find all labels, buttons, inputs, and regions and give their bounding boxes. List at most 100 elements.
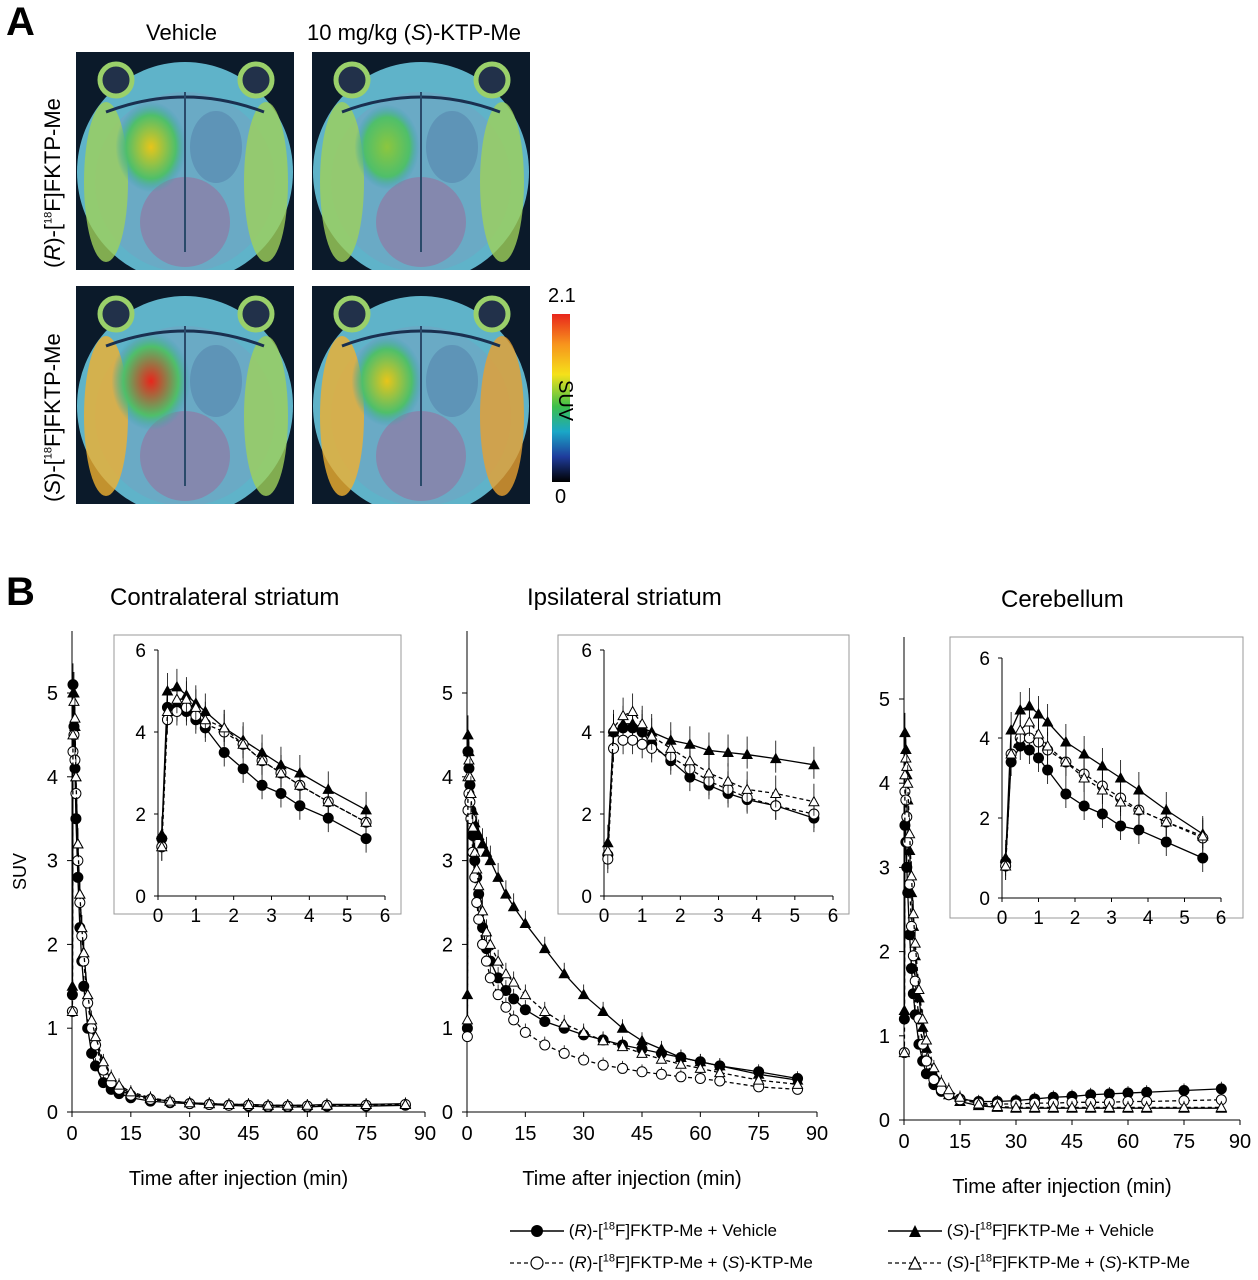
pet-image-s-vehicle xyxy=(76,286,294,504)
inset-x-tick-label: 0 xyxy=(599,906,610,927)
inset-data-point xyxy=(1096,783,1109,795)
data-point xyxy=(462,728,474,740)
inset-box xyxy=(557,634,850,915)
data-point xyxy=(675,1058,687,1069)
data-point xyxy=(899,726,911,738)
inset-data-point xyxy=(256,754,268,766)
data-point xyxy=(508,993,520,1005)
legend-label-1: (R)-[18F]FKTP-Me + Vehicle xyxy=(568,1220,778,1240)
data-point xyxy=(900,751,912,763)
data-point xyxy=(360,1098,373,1109)
data-point xyxy=(500,1001,512,1013)
inset-data-point xyxy=(1160,815,1173,827)
inset-data-point xyxy=(256,779,268,791)
data-point xyxy=(72,837,84,849)
inset-data-point xyxy=(1078,800,1090,812)
inset-data-point xyxy=(808,795,820,807)
inset-data-point xyxy=(1133,803,1145,815)
inset-data-point xyxy=(999,859,1012,871)
data-point xyxy=(636,1047,648,1058)
data-point xyxy=(77,946,90,958)
colorbar-min: 0 xyxy=(555,486,567,508)
inset-data-point xyxy=(617,709,629,721)
x-tick-label: 90 xyxy=(806,1123,828,1145)
data-point xyxy=(223,1098,235,1109)
data-point xyxy=(928,1074,940,1086)
data-point xyxy=(480,925,493,937)
data-point xyxy=(909,937,922,948)
inset-x-tick-label: 4 xyxy=(1143,908,1154,929)
x-axis-label: Time after injection (min) xyxy=(522,1168,741,1190)
legend-marker-4 xyxy=(888,1255,942,1270)
data-point xyxy=(901,777,914,788)
x-tick-label: 90 xyxy=(1229,1131,1251,1153)
data-point xyxy=(898,1046,911,1058)
inset-data-point xyxy=(1060,788,1072,800)
legend-item-1: (R)-[18F]FKTP-Me + Vehicle xyxy=(510,1220,777,1241)
data-point xyxy=(617,1062,629,1074)
data-point xyxy=(905,886,918,898)
inset-data-point xyxy=(608,742,620,754)
data-point xyxy=(97,1055,110,1067)
data-point xyxy=(1103,1101,1116,1112)
data-point xyxy=(472,879,485,891)
inset-y-tick-label: 6 xyxy=(979,649,990,670)
legend-item-2: (S)-[18F]FKTP-Me + Vehicle xyxy=(888,1220,1154,1241)
x-tick-label: 75 xyxy=(1173,1131,1195,1153)
inset-data-point xyxy=(218,721,231,733)
inset-data-point xyxy=(1005,747,1017,759)
data-point xyxy=(492,989,504,1001)
inset-x-tick-label: 5 xyxy=(790,906,801,927)
data-point xyxy=(113,1079,125,1090)
data-point xyxy=(935,1076,948,1087)
inset-x-tick-label: 5 xyxy=(1179,908,1190,929)
inset-data-point xyxy=(769,787,782,798)
inset-data-point xyxy=(703,744,715,755)
data-point xyxy=(461,1013,474,1025)
y-tick-label: 4 xyxy=(879,773,890,795)
inset-data-point xyxy=(237,738,249,749)
inset-x-tick-label: 0 xyxy=(153,906,164,927)
inset-data-point xyxy=(601,844,614,856)
inset-data-point xyxy=(218,747,230,758)
inset-data-point xyxy=(1032,727,1045,739)
inset-data-point xyxy=(808,758,820,770)
data-point xyxy=(183,1096,196,1108)
data-point xyxy=(791,1078,804,1089)
chart-title-contralateral: Contralateral striatum xyxy=(110,584,340,611)
inset-data-point xyxy=(627,734,639,746)
data-point xyxy=(203,1097,216,1109)
y-tick-label: 0 xyxy=(879,1110,890,1132)
data-point xyxy=(1010,1101,1022,1112)
data-point xyxy=(242,1098,255,1109)
y-tick-label: 3 xyxy=(47,851,58,873)
x-tick-label: 45 xyxy=(237,1123,259,1145)
data-point xyxy=(301,1099,314,1110)
data-point xyxy=(124,1085,137,1097)
inset-data-point xyxy=(1041,739,1054,751)
inset-data-point xyxy=(360,816,372,827)
y-tick-label: 0 xyxy=(442,1102,453,1124)
inset-data-point xyxy=(722,746,734,757)
data-point xyxy=(321,1099,333,1110)
column-header-ktp-text: 10 mg/kg (S)-KTP-Me xyxy=(307,20,521,45)
y-tick-label: 1 xyxy=(47,1018,58,1040)
data-point xyxy=(85,1013,98,1025)
inset-data-point xyxy=(275,788,287,799)
inset-data-point xyxy=(1005,723,1017,735)
data-point xyxy=(558,967,571,979)
y-tick-label: 2 xyxy=(879,942,890,964)
data-point xyxy=(465,787,477,799)
inset-data-point xyxy=(645,730,658,741)
data-point xyxy=(694,1062,707,1073)
data-point xyxy=(636,1066,648,1078)
column-header-vehicle: Vehicle xyxy=(146,20,217,45)
data-point xyxy=(539,1039,551,1051)
data-point xyxy=(68,695,80,706)
inset-data-point xyxy=(1197,852,1209,864)
data-point xyxy=(519,917,532,928)
inset-data-point xyxy=(626,705,639,716)
inset-data-point xyxy=(294,800,306,812)
data-point xyxy=(954,1091,966,1102)
